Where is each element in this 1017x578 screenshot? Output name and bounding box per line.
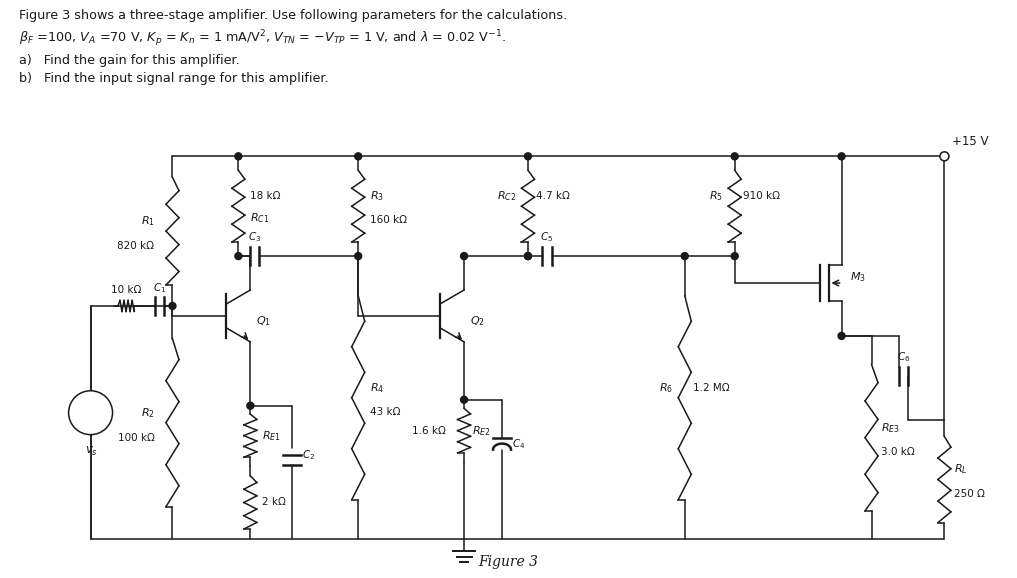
Text: 160 kΩ: 160 kΩ [370, 215, 407, 225]
Text: $C_3$: $C_3$ [248, 230, 261, 244]
Text: $R_4$: $R_4$ [370, 381, 384, 395]
Text: 1.2 MΩ: 1.2 MΩ [693, 383, 729, 393]
Circle shape [355, 153, 362, 160]
Text: b)   Find the input signal range for this amplifier.: b) Find the input signal range for this … [18, 72, 328, 84]
Text: Figure 3: Figure 3 [478, 555, 538, 569]
Text: $R_L$: $R_L$ [954, 462, 968, 476]
Text: $v_s$: $v_s$ [85, 444, 98, 458]
Text: +15 V: +15 V [952, 135, 989, 149]
Circle shape [681, 253, 689, 260]
Text: $C_2$: $C_2$ [302, 449, 315, 462]
Circle shape [731, 153, 738, 160]
Circle shape [940, 152, 949, 161]
Text: 10 kΩ: 10 kΩ [111, 285, 141, 295]
Text: +: + [85, 399, 96, 412]
Text: 18 kΩ: 18 kΩ [250, 191, 281, 201]
Text: −: − [84, 414, 97, 429]
Text: $R_3$: $R_3$ [370, 190, 384, 203]
Text: $R_{C1}$: $R_{C1}$ [250, 212, 270, 225]
Circle shape [525, 253, 532, 260]
Text: $R_{E2}$: $R_{E2}$ [472, 424, 491, 438]
Circle shape [247, 402, 254, 409]
Text: $C_6$: $C_6$ [897, 350, 910, 364]
Circle shape [731, 253, 738, 260]
Text: $M_3$: $M_3$ [849, 270, 865, 284]
Text: $Q_2$: $Q_2$ [470, 314, 485, 328]
Text: $Q_1$: $Q_1$ [256, 314, 272, 328]
Text: $R_{C2}$: $R_{C2}$ [496, 190, 516, 203]
Text: 910 kΩ: 910 kΩ [742, 191, 780, 201]
Text: $R_5$: $R_5$ [709, 190, 723, 203]
Text: $R_6$: $R_6$ [659, 381, 673, 395]
Text: $C_1$: $C_1$ [153, 281, 166, 295]
Circle shape [525, 153, 532, 160]
Circle shape [235, 253, 242, 260]
Text: $C_4$: $C_4$ [512, 437, 526, 450]
Circle shape [838, 153, 845, 160]
Text: 1.6 kΩ: 1.6 kΩ [412, 425, 446, 436]
Text: 3.0 kΩ: 3.0 kΩ [882, 447, 915, 457]
Circle shape [169, 302, 176, 309]
Text: $R_2$: $R_2$ [140, 406, 155, 420]
Circle shape [838, 332, 845, 339]
Text: a)   Find the gain for this amplifier.: a) Find the gain for this amplifier. [18, 54, 239, 66]
Text: 100 kΩ: 100 kΩ [118, 433, 155, 443]
Circle shape [461, 253, 468, 260]
Text: $C_5$: $C_5$ [540, 230, 553, 244]
Circle shape [68, 391, 113, 435]
Text: 43 kΩ: 43 kΩ [370, 407, 401, 417]
Circle shape [461, 397, 468, 403]
Text: 4.7 kΩ: 4.7 kΩ [536, 191, 570, 201]
Circle shape [355, 253, 362, 260]
Text: Figure 3 shows a three-stage amplifier. Use following parameters for the calcula: Figure 3 shows a three-stage amplifier. … [18, 9, 566, 22]
Circle shape [235, 153, 242, 160]
Text: $R_{E3}$: $R_{E3}$ [882, 421, 900, 435]
Text: 2 kΩ: 2 kΩ [262, 498, 286, 507]
Text: $\beta_F$ =100, $V_A$ =70 V, $K_p$ = $K_n$ = 1 mA/V$^2$, $V_{TN}$ = $-V_{TP}$ = : $\beta_F$ =100, $V_A$ =70 V, $K_p$ = $K_… [18, 29, 505, 49]
Text: $R_1$: $R_1$ [140, 214, 155, 228]
Text: $R_{E1}$: $R_{E1}$ [262, 429, 282, 443]
Text: 250 Ω: 250 Ω [954, 488, 985, 498]
Circle shape [525, 253, 532, 260]
Text: 820 kΩ: 820 kΩ [118, 241, 155, 251]
